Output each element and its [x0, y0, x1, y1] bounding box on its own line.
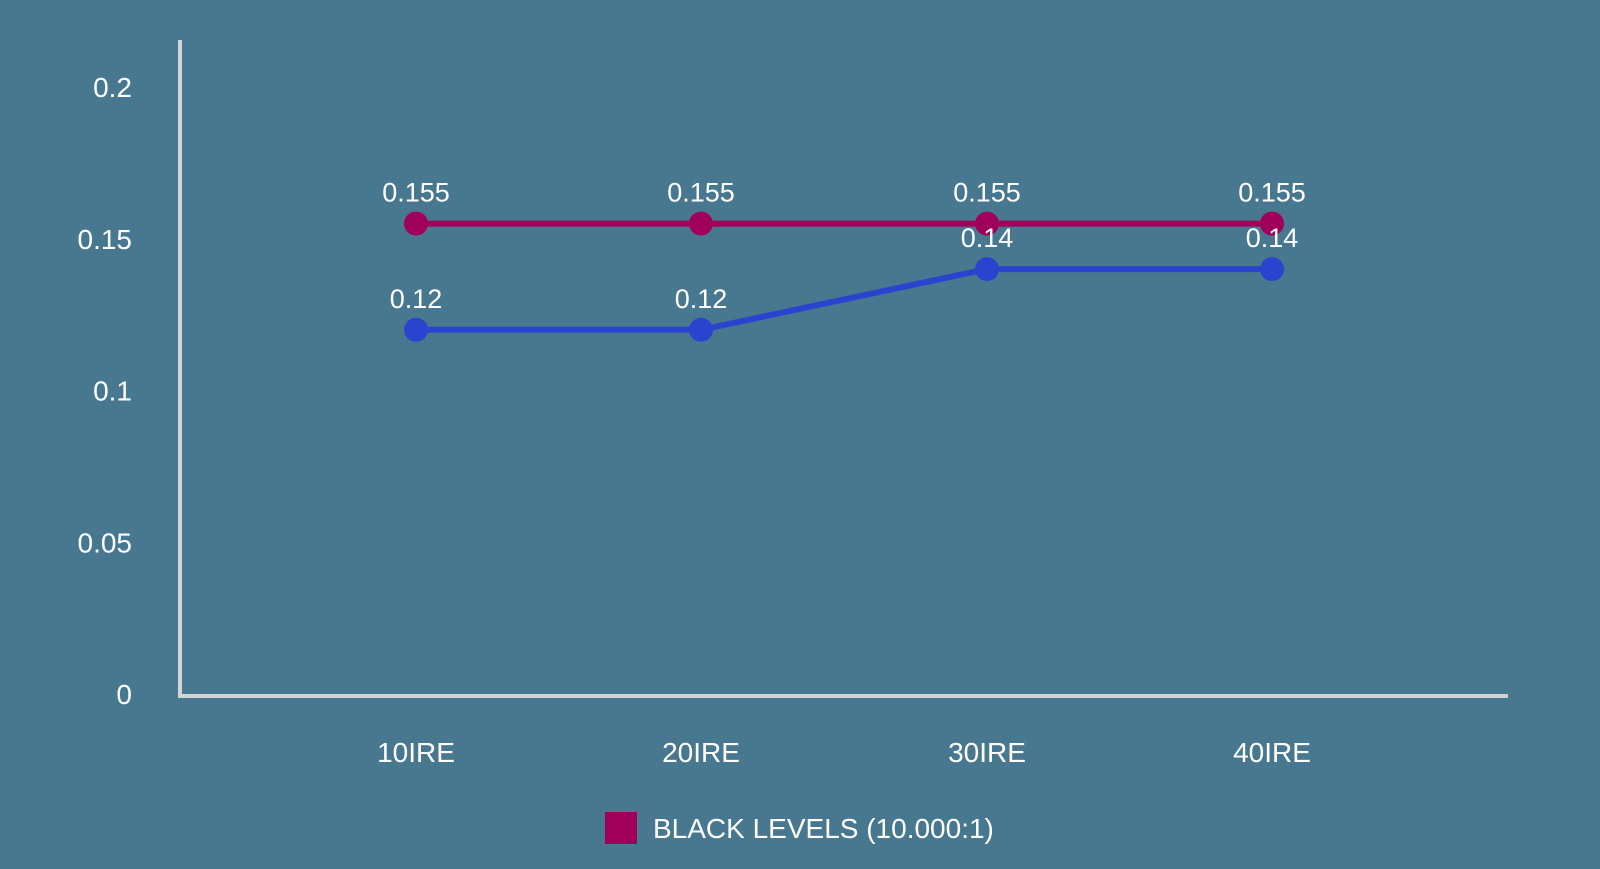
data-labels: 0.12 0.12 0.14 0.14 0.155 0.155 0.155 0.155: [382, 178, 1306, 314]
x-tick-label: 40IRE: [1233, 737, 1311, 768]
y-tick-label: 0.2: [93, 72, 132, 103]
legend: BLACK LEVELS (10.000:1): [605, 812, 994, 844]
y-tick-label: 0.15: [78, 224, 133, 255]
x-tick-label: 30IRE: [948, 737, 1026, 768]
legend-label: BLACK LEVELS (10.000:1): [653, 813, 994, 844]
data-label: 0.12: [675, 284, 728, 314]
x-tick-label: 20IRE: [662, 737, 740, 768]
data-label: 0.155: [953, 178, 1021, 208]
data-label: 0.155: [1238, 178, 1306, 208]
y-axis-ticks: 0 0.05 0.1 0.15 0.2: [78, 72, 133, 710]
data-label: 0.14: [1246, 223, 1299, 253]
y-tick-label: 0: [116, 679, 132, 710]
data-point: [689, 317, 713, 342]
data-label: 0.155: [667, 178, 735, 208]
data-point: [1260, 211, 1284, 236]
data-point: [975, 257, 999, 282]
data-point: [404, 211, 428, 236]
series-line: [416, 266, 1272, 333]
data-point: [404, 317, 428, 342]
legend-swatch: [605, 812, 637, 844]
data-label: 0.12: [390, 284, 443, 314]
data-point: [689, 211, 713, 236]
x-axis-ticks: 10IRE 20IRE 30IRE 40IRE: [377, 737, 1311, 768]
data-point: [1260, 257, 1284, 282]
series-layer: [404, 211, 1284, 342]
y-tick-label: 0.1: [93, 376, 132, 407]
y-tick-label: 0.05: [78, 527, 133, 558]
data-label: 0.14: [961, 223, 1014, 253]
data-point: [975, 211, 999, 236]
data-label: 0.155: [382, 178, 450, 208]
x-tick-label: 10IRE: [377, 737, 455, 768]
